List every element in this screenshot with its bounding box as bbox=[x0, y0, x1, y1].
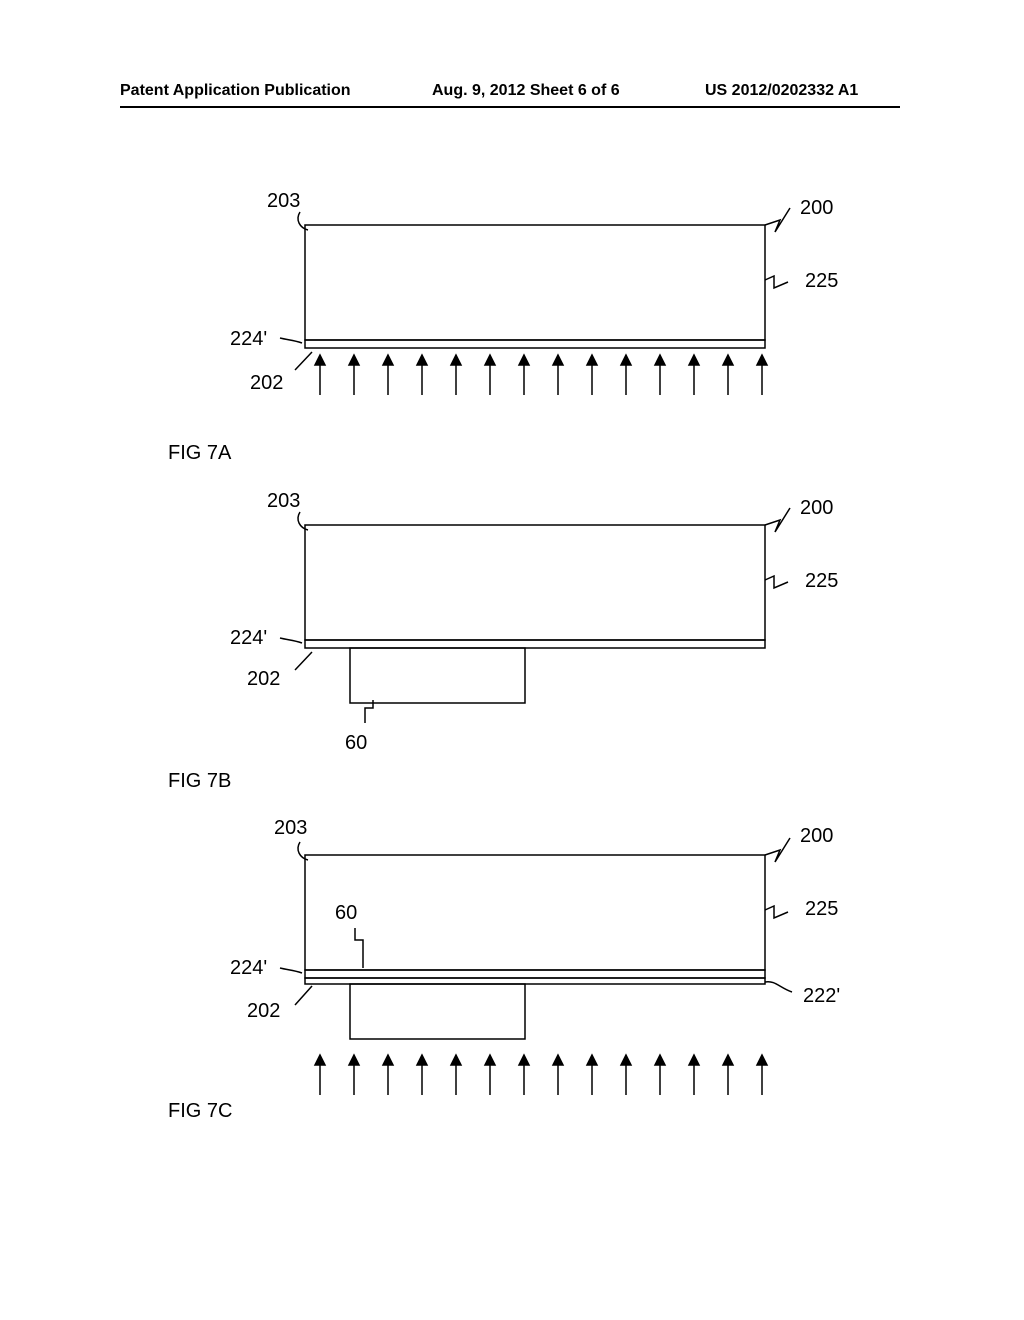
ref-60-b: 60 bbox=[345, 732, 367, 755]
ref-203-c: 203 bbox=[274, 817, 307, 840]
fig-7a-diagram bbox=[180, 180, 860, 440]
header-right: US 2012/0202332 A1 bbox=[705, 82, 858, 100]
fig-7a-label: FIG 7A bbox=[168, 442, 231, 465]
ref-224p-b: 224' bbox=[230, 627, 267, 650]
ref-224p-c: 224' bbox=[230, 957, 267, 980]
ref-203-a: 203 bbox=[267, 190, 300, 213]
header-center: Aug. 9, 2012 Sheet 6 of 6 bbox=[432, 82, 620, 100]
fig-7c-label: FIG 7C bbox=[168, 1100, 232, 1123]
ref-202-b: 202 bbox=[247, 668, 280, 691]
ref-222p-c: 222' bbox=[803, 985, 840, 1008]
ref-225-c: 225 bbox=[805, 898, 838, 921]
ref-200-a: 200 bbox=[800, 197, 833, 220]
fig-7b-label: FIG 7B bbox=[168, 770, 231, 793]
page-header: Patent Application Publication Aug. 9, 2… bbox=[0, 82, 1024, 108]
ref-202-c: 202 bbox=[247, 1000, 280, 1023]
fig-7c-diagram bbox=[180, 810, 860, 1130]
header-left: Patent Application Publication bbox=[120, 82, 351, 100]
ref-225-b: 225 bbox=[805, 570, 838, 593]
ref-60-c: 60 bbox=[335, 902, 357, 925]
fig-7b-diagram bbox=[180, 480, 860, 760]
ref-203-b: 203 bbox=[267, 490, 300, 513]
page: Patent Application Publication Aug. 9, 2… bbox=[0, 0, 1024, 1320]
ref-224p-a: 224' bbox=[230, 328, 267, 351]
ref-200-b: 200 bbox=[800, 497, 833, 520]
ref-202-a: 202 bbox=[250, 372, 283, 395]
ref-200-c: 200 bbox=[800, 825, 833, 848]
ref-225-a: 225 bbox=[805, 270, 838, 293]
header-rule bbox=[120, 106, 900, 108]
